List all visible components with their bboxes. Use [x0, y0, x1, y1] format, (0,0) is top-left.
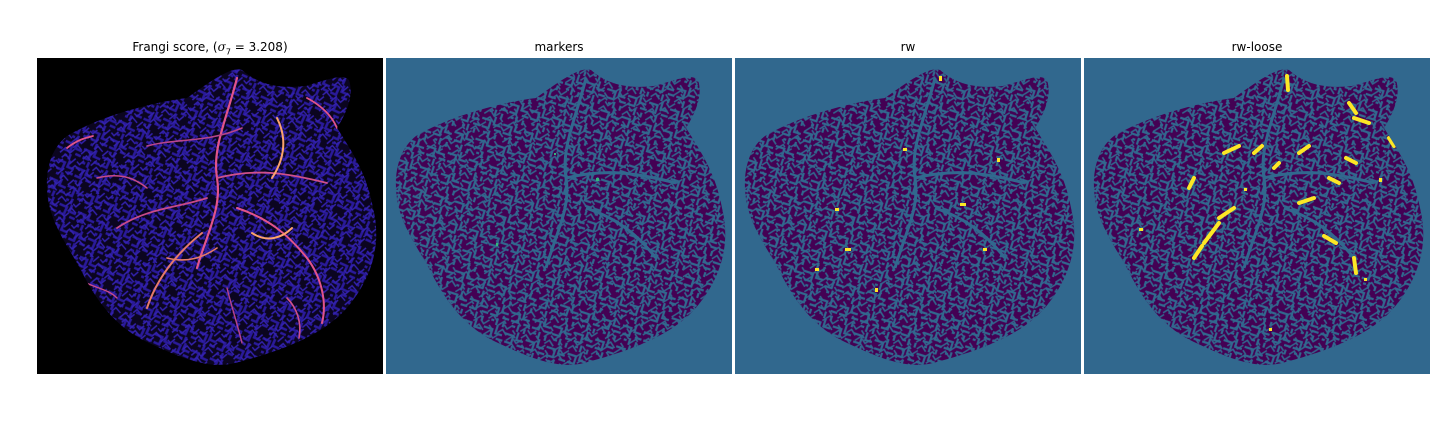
markers-image	[386, 58, 732, 374]
frangi-panel-title: Frangi score, (σ7 = 3.208)	[132, 40, 288, 57]
frangi-score-image	[37, 58, 383, 374]
rw-loose-panel-title: rw-loose	[1231, 40, 1283, 54]
rw-panel-title: rw	[900, 40, 916, 54]
rw-loose-image	[1084, 58, 1430, 374]
rw-image	[735, 58, 1081, 374]
markers-panel-title: markers	[534, 40, 584, 54]
